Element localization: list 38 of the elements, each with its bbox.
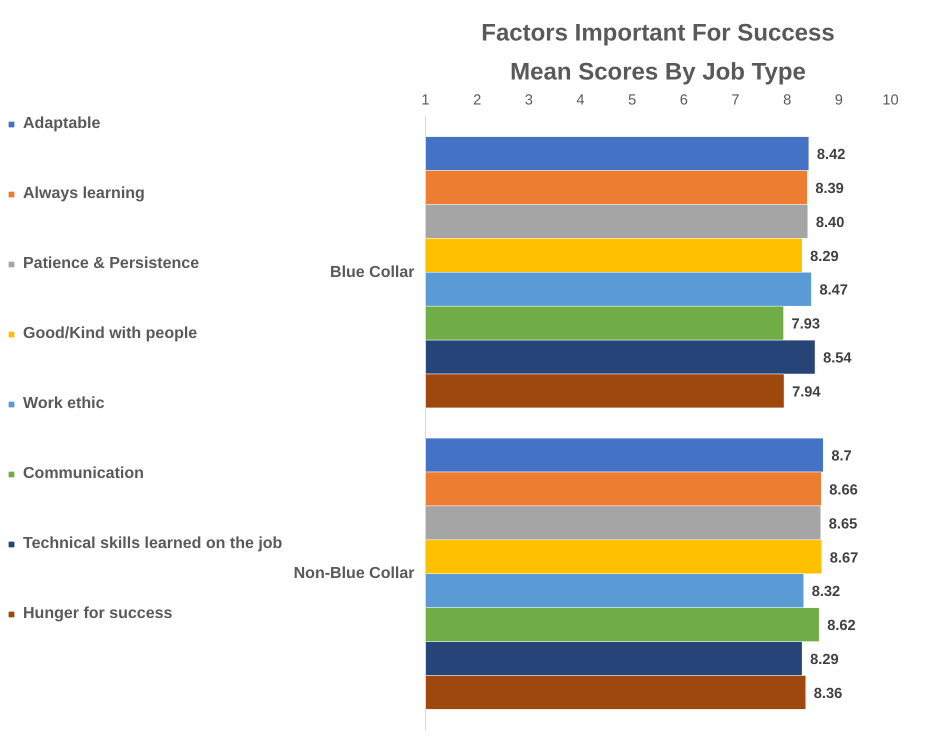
x-tick-label: 6 bbox=[680, 92, 688, 108]
x-tick-label: 1 bbox=[421, 92, 430, 108]
data-label: 8.42 bbox=[816, 147, 846, 164]
legend-label: Adaptable bbox=[23, 115, 100, 133]
data-label: 8.40 bbox=[816, 214, 844, 231]
chart-title: Factors Important For Success bbox=[481, 20, 835, 46]
data-label: 8.7 bbox=[831, 448, 852, 465]
legend-label: Communication bbox=[23, 465, 144, 483]
x-tick-label: 4 bbox=[576, 92, 585, 108]
legend-label: Hunger for success bbox=[23, 605, 172, 623]
data-label: 8.32 bbox=[812, 584, 840, 600]
x-tick-label: 5 bbox=[628, 92, 636, 108]
data-label: 8.29 bbox=[810, 652, 839, 668]
data-label: 8.62 bbox=[827, 618, 856, 634]
data-label: 8.66 bbox=[829, 482, 858, 498]
x-tick-label: 8 bbox=[783, 92, 792, 108]
x-tick-label: 2 bbox=[473, 92, 482, 108]
y-tick-label: Blue Collar bbox=[330, 264, 415, 281]
y-tick-label: Non-Blue Collar bbox=[294, 565, 414, 582]
data-label: 8.39 bbox=[815, 180, 844, 197]
data-label: 8.54 bbox=[823, 350, 852, 367]
x-tick-label: 7 bbox=[731, 92, 740, 108]
legend-label: Always learning bbox=[23, 185, 145, 203]
legend-label: Good/Kind with people bbox=[23, 325, 198, 343]
x-tick-label: 10 bbox=[882, 92, 899, 108]
x-tick-label: 3 bbox=[524, 92, 533, 108]
data-label: 8.65 bbox=[828, 516, 858, 532]
data-label: 8.67 bbox=[830, 550, 858, 566]
data-label: 7.93 bbox=[792, 316, 820, 333]
legend-label: Technical skills learned on the job bbox=[23, 535, 282, 553]
chart-subtitle: Mean Scores By Job Type bbox=[510, 58, 806, 86]
legend-label: Patience & Persistence bbox=[23, 255, 200, 273]
data-label: 8.29 bbox=[810, 248, 839, 265]
legend-label: Work ethic bbox=[23, 395, 104, 413]
data-label: 7.94 bbox=[792, 384, 822, 400]
data-label: 8.47 bbox=[819, 282, 848, 299]
x-tick-label: 9 bbox=[834, 92, 843, 108]
data-label: 8.36 bbox=[814, 686, 842, 702]
